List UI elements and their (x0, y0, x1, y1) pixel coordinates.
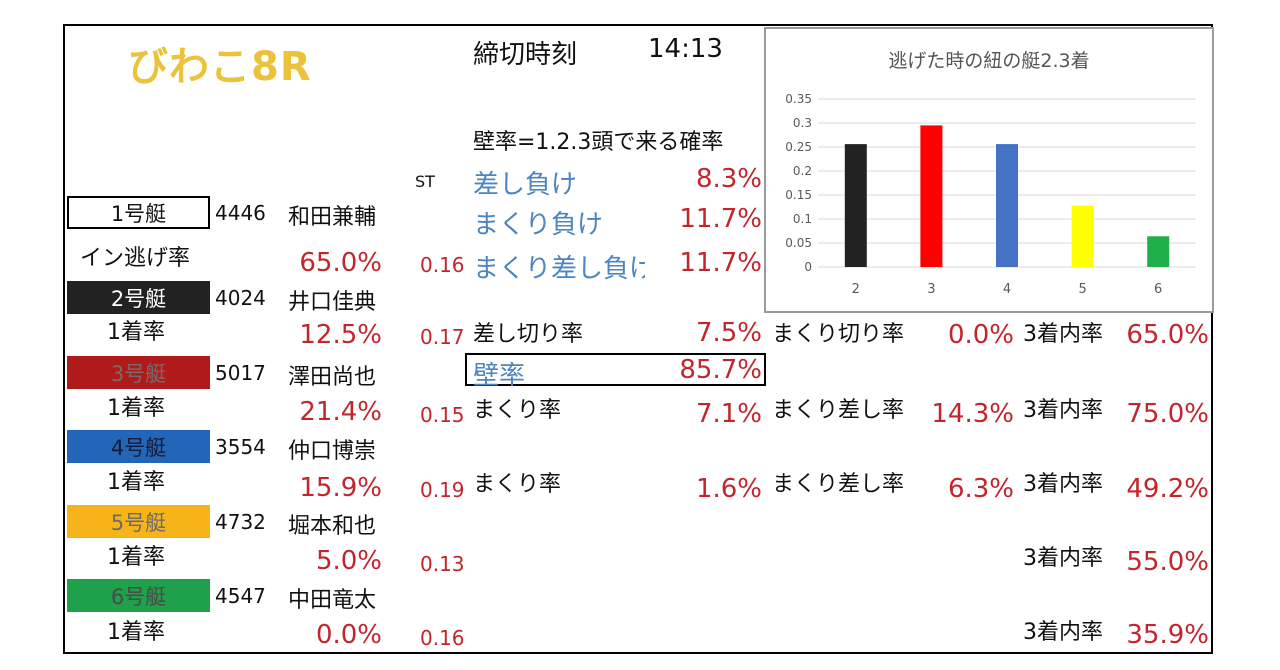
boat-5-st: 0.13 (420, 552, 465, 576)
wall-item-label: 差し負け (473, 170, 578, 200)
boat-3-rate-label: 1着率 (107, 396, 165, 421)
boat-2-name: 井口佳典 (288, 290, 377, 315)
boat-3-name: 澤田尚也 (288, 365, 377, 390)
wall-item-value: 11.7% (679, 248, 762, 278)
boat-1-rate: 65.0% (299, 248, 382, 278)
stat-4-c-value: 49.2% (1126, 474, 1209, 504)
stat-4-b-label: まくり差し率 (772, 472, 905, 497)
wall-item-label: まくり負け (473, 210, 604, 240)
boat-1-rate-label: イン逃げ率 (80, 246, 191, 271)
x-tick-label: 6 (1154, 282, 1162, 297)
stat-6-c-value: 35.9% (1126, 620, 1209, 650)
y-tick-label: 0.05 (785, 236, 812, 250)
bar (1147, 236, 1170, 267)
y-tick-label: 0.35 (785, 92, 812, 106)
boat-1-st: 0.16 (420, 253, 465, 277)
boat-2-reg: 4024 (215, 286, 266, 310)
wall-total-box (465, 353, 766, 386)
boat-4-st: 0.19 (420, 478, 465, 502)
boat-5-reg: 4732 (215, 510, 266, 534)
stat-2-c-value: 65.0% (1126, 320, 1209, 350)
boat-6-reg: 4547 (215, 584, 266, 608)
y-tick-label: 0.15 (785, 188, 812, 202)
wall-total-label: 壁率 (473, 361, 526, 391)
bar (1071, 205, 1094, 267)
boat-6-badge: 6号艇 (67, 579, 210, 612)
boat-6-st: 0.16 (420, 626, 465, 650)
stat-2-b-value: 0.0% (947, 320, 1014, 350)
boat-2-badge: 2号艇 (67, 281, 210, 314)
st-header: ST (415, 172, 435, 191)
stat-2-c-label: 3着内率 (1023, 322, 1103, 347)
x-tick-label: 3 (927, 282, 935, 297)
boat-5-name: 堀本和也 (288, 514, 377, 539)
stat-4-b-value: 6.3% (947, 474, 1014, 504)
boat-4-rate: 15.9% (299, 473, 382, 503)
boat-1-reg: 4446 (215, 201, 266, 225)
bar (996, 144, 1018, 267)
boat-2-st: 0.17 (420, 325, 465, 349)
stat-5-c-label: 3着内率 (1023, 546, 1103, 571)
boat-3-reg: 5017 (215, 361, 266, 385)
bar (920, 125, 943, 268)
y-tick-label: 0.1 (793, 212, 812, 226)
bar-chart: 逃げた時の紐の艇2.3着 0 0.05 0.1 0.15 0.2 0.25 0.3 0.35 2 3… (764, 27, 1214, 313)
wall-item-value: 8.3% (695, 164, 762, 194)
wall-item-value: 11.7% (679, 204, 762, 234)
bar-chart-svg: 逃げた時の紐の艇2.3着 0 0.05 0.1 0.15 0.2 0.25 0.3 0.35 2 3… (785, 50, 1196, 297)
wall-total-value: 85.7% (679, 355, 762, 385)
boat-5-rate-label: 1着率 (107, 545, 165, 570)
stat-2-a-label: 差し切り率 (473, 322, 584, 347)
boat-4-rate-label: 1着率 (107, 470, 165, 495)
deadline-time: 14:13 (648, 34, 723, 64)
chart-title: 逃げた時の紐の艇2.3着 (888, 50, 1089, 72)
boat-1-name: 和田兼輔 (288, 205, 377, 230)
stat-3-c-value: 75.0% (1126, 399, 1209, 429)
boat-3-st: 0.15 (420, 403, 465, 427)
y-tick-label: 0 (804, 260, 812, 274)
boat-2-rate: 12.5% (299, 320, 382, 350)
wall-heading: 壁率=1.2.3頭で来る確率 (473, 130, 724, 155)
boat-5-badge: 5号艇 (67, 505, 210, 538)
boat-2-rate-label: 1着率 (107, 320, 165, 345)
y-tick-label: 0.25 (785, 140, 812, 154)
x-tick-label: 2 (852, 282, 860, 297)
stat-3-a-value: 7.1% (695, 399, 762, 429)
boat-4-name: 仲口博崇 (288, 439, 377, 464)
boat-6-rate-label: 1着率 (107, 620, 165, 645)
wall-item-label: まくり差し負け (473, 254, 645, 284)
y-tick-label: 0.2 (793, 164, 812, 178)
bar (844, 144, 867, 267)
race-title: びわこ8R (128, 44, 312, 90)
boat-5-rate: 5.0% (315, 546, 382, 576)
stat-5-c-value: 55.0% (1126, 547, 1209, 577)
stat-3-b-label: まくり差し率 (772, 398, 905, 423)
stat-4-a-label: まくり率 (473, 472, 562, 497)
stat-6-c-label: 3着内率 (1023, 620, 1103, 645)
stat-3-c-label: 3着内率 (1023, 398, 1103, 423)
stat-2-a-value: 7.5% (695, 318, 762, 348)
stat-4-a-value: 1.6% (695, 474, 762, 504)
stat-2-b-label: まくり切り率 (772, 322, 905, 347)
boat-6-rate: 0.0% (315, 620, 382, 650)
boat-3-badge: 3号艇 (67, 356, 210, 389)
stat-3-b-value: 14.3% (931, 399, 1014, 429)
boat-4-badge: 4号艇 (67, 430, 210, 463)
boat-3-rate: 21.4% (299, 397, 382, 427)
boat-4-reg: 3554 (215, 435, 266, 459)
boat-6-name: 中田竜太 (288, 588, 377, 613)
x-tick-label: 4 (1003, 282, 1011, 297)
boat-1-badge: 1号艇 (67, 196, 210, 229)
y-tick-label: 0.3 (793, 116, 812, 130)
stat-3-a-label: まくり率 (473, 398, 562, 423)
x-tick-label: 5 (1078, 282, 1086, 297)
stat-4-c-label: 3着内率 (1023, 472, 1103, 497)
deadline-label: 締切時刻 (473, 40, 578, 70)
